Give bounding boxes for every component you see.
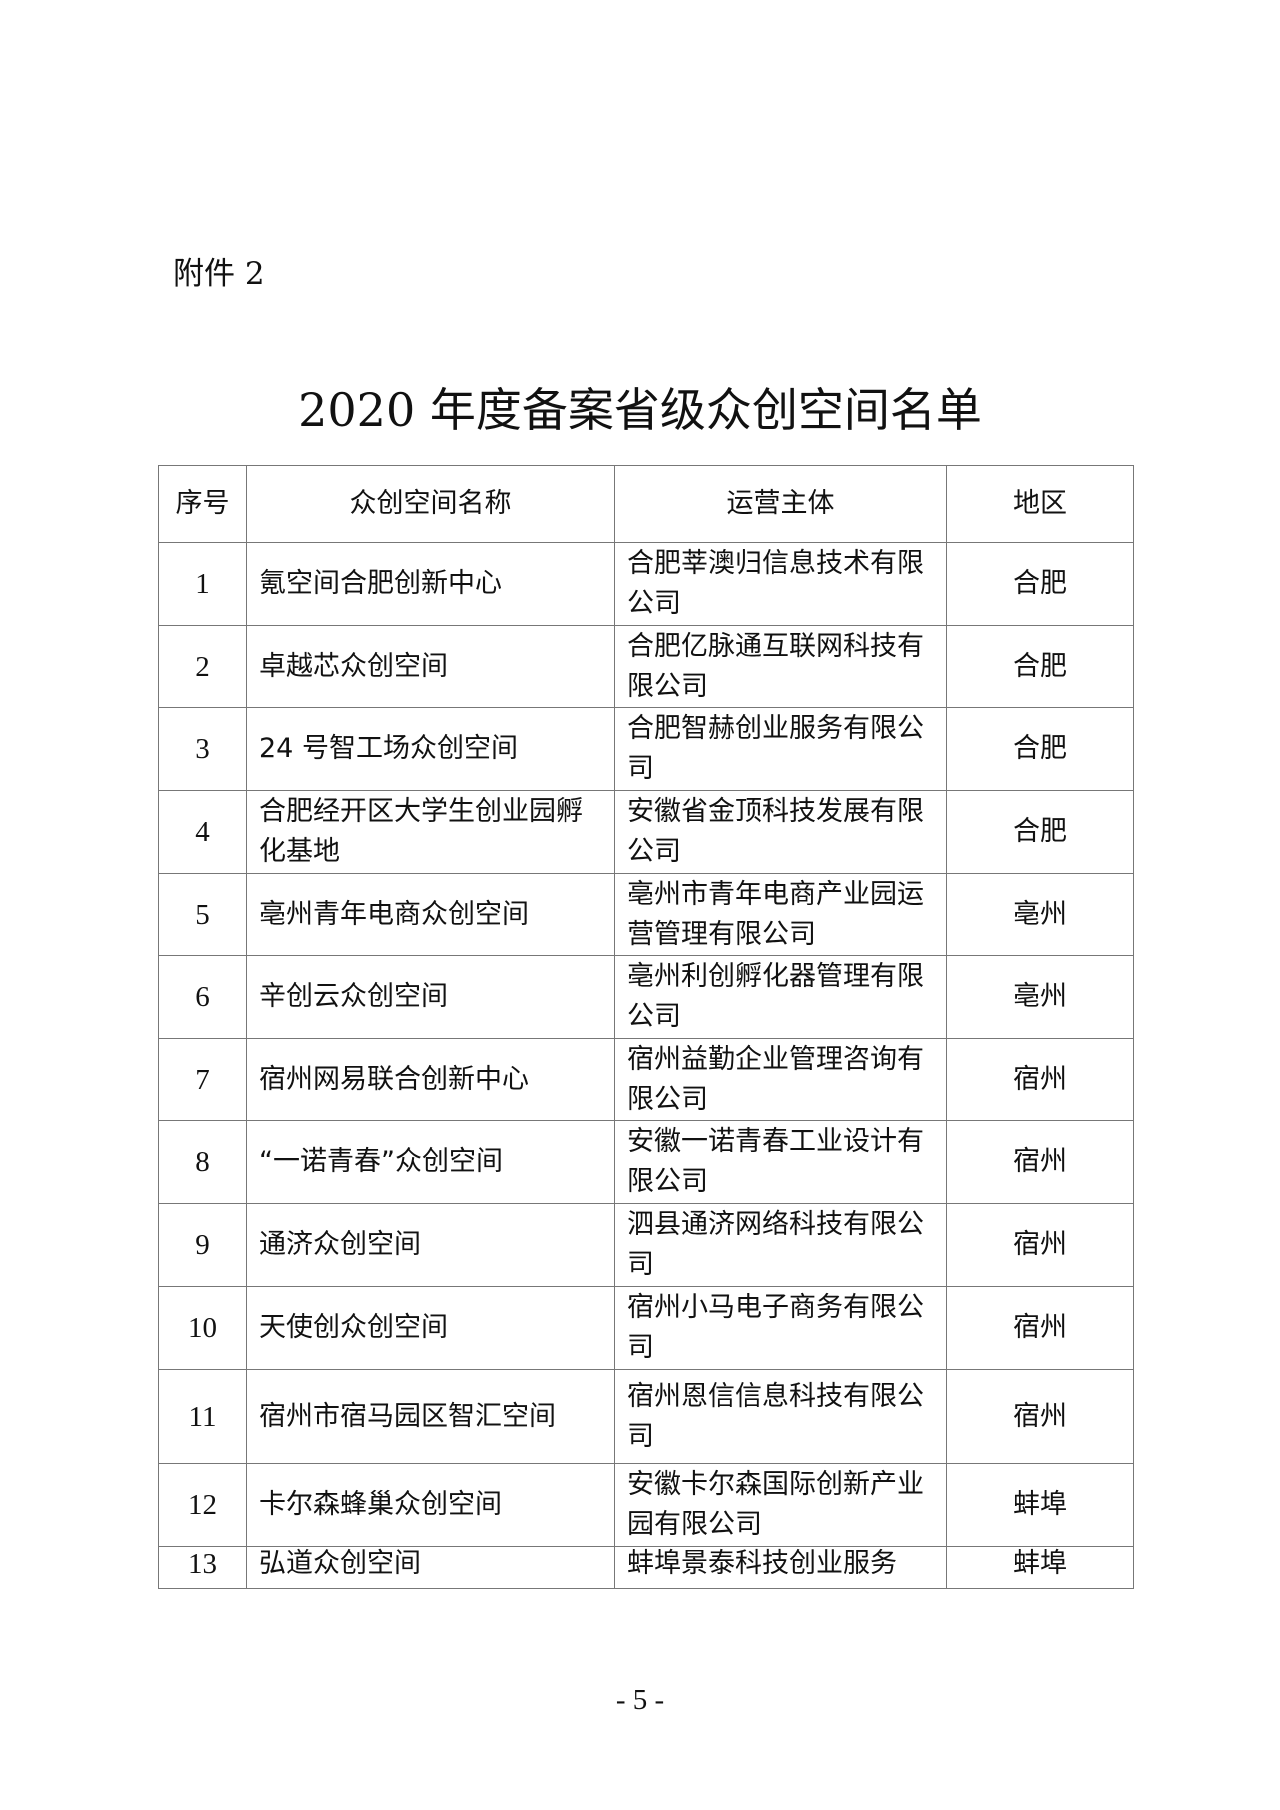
operator: 安徽一诺青春工业设计有限公司 xyxy=(614,1120,947,1204)
table-row: 12 卡尔森蜂巢众创空间 安徽卡尔森国际创新产业园有限公司 蚌埠 xyxy=(158,1463,1134,1547)
space-name: “一诺青春”众创空间 xyxy=(246,1120,615,1204)
table-row: 9 通济众创空间 泗县通济网络科技有限公司 宿州 xyxy=(158,1203,1134,1287)
region: 蚌埠 xyxy=(946,1546,1134,1589)
region: 合肥 xyxy=(946,790,1134,874)
space-name: 卡尔森蜂巢众创空间 xyxy=(246,1463,615,1547)
space-name: 宿州市宿马园区智汇空间 xyxy=(246,1369,615,1464)
region: 合肥 xyxy=(946,542,1134,626)
region: 宿州 xyxy=(946,1203,1134,1287)
table-row: 7 宿州网易联合创新中心 宿州益勤企业管理咨询有限公司 宿州 xyxy=(158,1038,1134,1121)
operator: 安徽卡尔森国际创新产业园有限公司 xyxy=(614,1463,947,1547)
row-number: 8 xyxy=(158,1120,247,1204)
region: 蚌埠 xyxy=(946,1463,1134,1547)
space-name: 弘道众创空间 xyxy=(246,1546,615,1589)
space-list-table: 序号 众创空间名称 运营主体 地区 1 氪空间合肥创新中心 合肥莘澳归信息技术有限公… xyxy=(158,465,1134,1589)
page-title: 2020 年度备案省级众创空间名单 xyxy=(298,383,982,437)
space-name: 宿州网易联合创新中心 xyxy=(246,1038,615,1121)
row-number: 12 xyxy=(158,1463,247,1547)
row-number: 3 xyxy=(158,707,247,791)
row-number: 11 xyxy=(158,1369,247,1464)
header-no: 序号 xyxy=(158,465,247,543)
operator: 合肥亿脉通互联网科技有限公司 xyxy=(614,625,947,708)
table-row: 3 24 号智工场众创空间 合肥智赫创业服务有限公司 合肥 xyxy=(158,707,1134,791)
region: 宿州 xyxy=(946,1038,1134,1121)
table-row: 11 宿州市宿马园区智汇空间 宿州恩信信息科技有限公司 宿州 xyxy=(158,1369,1134,1464)
space-name: 辛创云众创空间 xyxy=(246,955,615,1039)
space-name: 卓越芯众创空间 xyxy=(246,625,615,708)
operator: 宿州恩信信息科技有限公司 xyxy=(614,1369,947,1464)
row-number: 10 xyxy=(158,1286,247,1370)
row-number: 5 xyxy=(158,873,247,956)
operator: 泗县通济网络科技有限公司 xyxy=(614,1203,947,1287)
table-row: 10 天使创众创空间 宿州小马电子商务有限公司 宿州 xyxy=(158,1286,1134,1370)
row-number: 2 xyxy=(158,625,247,708)
table-row: 1 氪空间合肥创新中心 合肥莘澳归信息技术有限公司 合肥 xyxy=(158,542,1134,626)
table-row: 13 弘道众创空间 蚌埠景泰科技创业服务 蚌埠 xyxy=(158,1546,1134,1589)
header-name: 众创空间名称 xyxy=(246,465,615,543)
space-name: 24 号智工场众创空间 xyxy=(246,707,615,791)
space-name: 天使创众创空间 xyxy=(246,1286,615,1370)
region: 宿州 xyxy=(946,1369,1134,1464)
table-header-row: 序号 众创空间名称 运营主体 地区 xyxy=(158,465,1134,543)
table-row: 8 “一诺青春”众创空间 安徽一诺青春工业设计有限公司 宿州 xyxy=(158,1120,1134,1204)
operator: 亳州利创孵化器管理有限公司 xyxy=(614,955,947,1039)
row-number: 1 xyxy=(158,542,247,626)
space-name: 氪空间合肥创新中心 xyxy=(246,542,615,626)
operator: 合肥智赫创业服务有限公司 xyxy=(614,707,947,791)
row-number: 4 xyxy=(158,790,247,874)
region: 宿州 xyxy=(946,1120,1134,1204)
operator: 安徽省金顶科技发展有限公司 xyxy=(614,790,947,874)
table-row: 5 亳州青年电商众创空间 亳州市青年电商产业园运营管理有限公司 亳州 xyxy=(158,873,1134,956)
header-operator: 运营主体 xyxy=(614,465,947,543)
table-row: 6 辛创云众创空间 亳州利创孵化器管理有限公司 亳州 xyxy=(158,955,1134,1039)
operator: 宿州益勤企业管理咨询有限公司 xyxy=(614,1038,947,1121)
region: 亳州 xyxy=(946,873,1134,956)
region: 合肥 xyxy=(946,625,1134,708)
table-row: 2 卓越芯众创空间 合肥亿脉通互联网科技有限公司 合肥 xyxy=(158,625,1134,708)
header-region: 地区 xyxy=(946,465,1134,543)
space-name: 合肥经开区大学生创业园孵化基地 xyxy=(246,790,615,874)
row-number: 7 xyxy=(158,1038,247,1121)
operator: 亳州市青年电商产业园运营管理有限公司 xyxy=(614,873,947,956)
region: 合肥 xyxy=(946,707,1134,791)
row-number: 9 xyxy=(158,1203,247,1287)
region: 宿州 xyxy=(946,1286,1134,1370)
attachment-label: 附件 2 xyxy=(173,256,265,292)
space-name: 通济众创空间 xyxy=(246,1203,615,1287)
row-number: 13 xyxy=(158,1546,247,1589)
operator: 宿州小马电子商务有限公司 xyxy=(614,1286,947,1370)
operator: 合肥莘澳归信息技术有限公司 xyxy=(614,542,947,626)
region: 亳州 xyxy=(946,955,1134,1039)
table-row: 4 合肥经开区大学生创业园孵化基地 安徽省金顶科技发展有限公司 合肥 xyxy=(158,790,1134,874)
operator: 蚌埠景泰科技创业服务 xyxy=(614,1546,947,1589)
page-number: - 5 - xyxy=(615,1684,665,1716)
row-number: 6 xyxy=(158,955,247,1039)
space-name: 亳州青年电商众创空间 xyxy=(246,873,615,956)
